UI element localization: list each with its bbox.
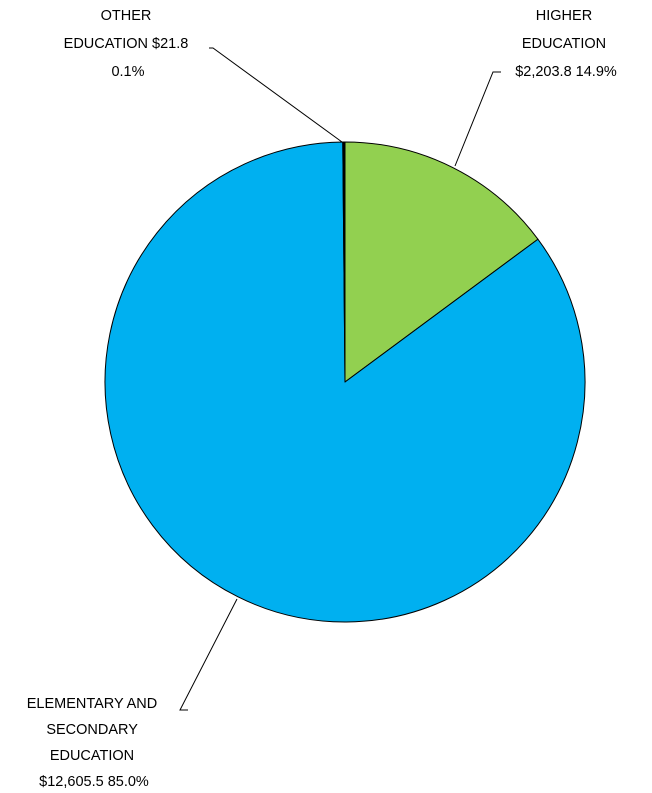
label-line: HIGHER <box>536 8 592 24</box>
label-line: $2,203.8 14.9% <box>515 64 617 80</box>
pie-slice-elementary-and-secondary-education <box>104 141 586 623</box>
label-line: $12,605.5 85.0% <box>39 774 149 790</box>
label-line: SECONDARY <box>46 722 138 738</box>
slice-label-higher-education: HIGHER EDUCATION $2,203.8 14.9% <box>515 8 617 80</box>
pie-slice-higher-education <box>344 141 539 383</box>
leader-line-elementary-secondary <box>179 598 238 711</box>
label-line: EDUCATION <box>522 36 606 52</box>
leader-line-higher-education <box>454 71 501 167</box>
pie-slices <box>104 141 586 623</box>
slice-label-other-education: OTHER EDUCATION $21.8 0.1% <box>64 8 193 80</box>
pie-slice-other-education <box>342 141 346 383</box>
slice-label-elementary-secondary: ELEMENTARY AND SECONDARY EDUCATION $12,6… <box>27 696 162 790</box>
label-line: EDUCATION <box>50 748 134 764</box>
label-line: ELEMENTARY AND <box>27 696 158 712</box>
label-line: EDUCATION $21.8 <box>64 36 189 52</box>
leader-lines <box>179 47 501 711</box>
leader-line-other-education <box>209 47 343 143</box>
label-line: 0.1% <box>111 64 144 80</box>
label-line: OTHER <box>101 8 152 24</box>
